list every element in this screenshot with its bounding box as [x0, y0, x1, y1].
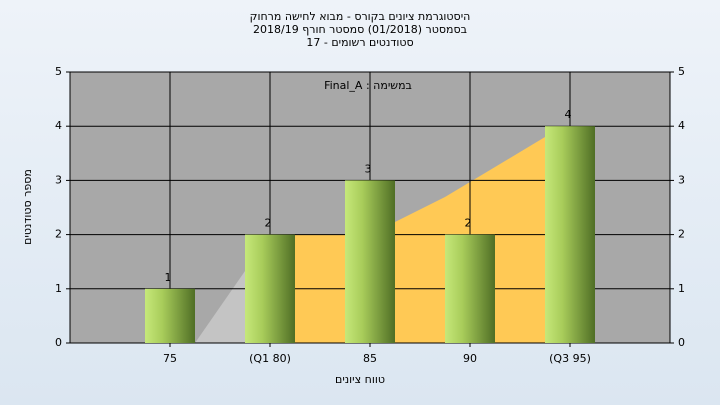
x-tick-label: 90	[463, 352, 477, 365]
y2-tick-label: 0	[678, 336, 685, 349]
y2-tick-label: 3	[678, 173, 685, 186]
y-tick-label: 2	[55, 228, 62, 241]
bar	[145, 288, 195, 343]
chart-title: היסטוגרמת ציונים בקורס - מבוא לחישה מרחו…	[250, 10, 471, 23]
data-label: 1	[165, 271, 172, 284]
bar	[345, 180, 395, 343]
data-label: 3	[365, 162, 372, 175]
chart-subtitle: סטודנטים רשומים - 17	[306, 36, 413, 49]
chart-subtitle: בסמסטר (01/2018) סמסטר חורף 2018/19	[253, 23, 467, 36]
y-tick-label: 1	[55, 282, 62, 295]
data-label: 2	[465, 217, 472, 230]
y2-tick-label: 2	[678, 228, 685, 241]
y2-tick-label: 4	[678, 119, 685, 132]
y-tick-label: 3	[55, 173, 62, 186]
y-tick-label: 4	[55, 119, 62, 132]
y2-tick-label: 5	[678, 65, 685, 78]
y-axis-label: מספר סטודנטים	[21, 169, 34, 245]
bar	[545, 126, 595, 343]
bar	[445, 234, 495, 343]
x-axis-label: טווח ציונים	[335, 373, 385, 386]
x-tick-label: 75	[163, 352, 177, 365]
y-tick-label: 5	[55, 65, 62, 78]
x-tick-label: (Q1 80)	[249, 352, 291, 365]
x-tick-label: 85	[363, 352, 377, 365]
x-tick-label: (Q3 95)	[549, 352, 591, 365]
y2-tick-label: 1	[678, 282, 685, 295]
bar	[245, 234, 295, 343]
y-tick-label: 0	[55, 336, 62, 349]
data-label: 2	[265, 217, 272, 230]
annotation: Final_A : במשימה	[324, 79, 412, 92]
data-label: 4	[565, 108, 572, 121]
